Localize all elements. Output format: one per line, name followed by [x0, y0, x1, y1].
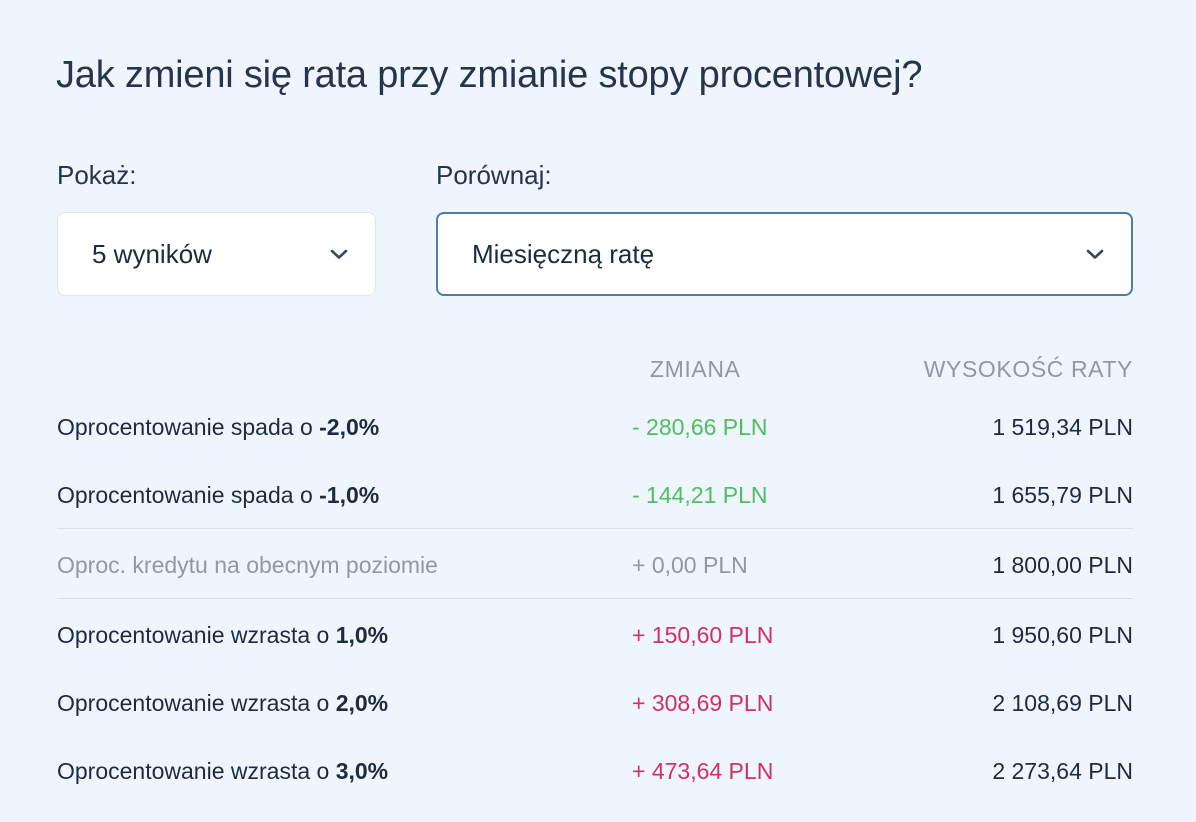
row-rate: 1 800,00 PLN	[992, 552, 1133, 578]
divider	[57, 598, 1133, 599]
table-row-current: Oproc. kredytu na obecnym poziomie + 0,0…	[57, 544, 1133, 584]
row-rate: 1 950,60 PLN	[992, 622, 1133, 648]
table-row: Oprocentowanie spada o -1,0% - 144,21 PL…	[57, 474, 1133, 514]
row-label: Oproc. kredytu na obecnym poziomie	[57, 552, 438, 578]
row-label: Oprocentowanie spada o -1,0%	[57, 482, 380, 508]
results-count-value: 5 wyników	[92, 238, 212, 269]
row-change: + 473,64 PLN	[632, 758, 774, 784]
compare-select[interactable]: Miesięczną ratę	[436, 212, 1133, 296]
row-percent: 2,0%	[335, 690, 389, 716]
row-percent: 3,0%	[335, 758, 389, 784]
row-label: Oprocentowanie wzrasta o 2,0%	[57, 690, 389, 716]
compare-value: Miesięczną ratę	[472, 238, 655, 269]
row-change: + 150,60 PLN	[632, 622, 774, 648]
row-label: Oprocentowanie spada o -2,0%	[57, 414, 380, 440]
row-change: - 144,21 PLN	[632, 482, 768, 508]
row-rate: 1 655,79 PLN	[992, 482, 1133, 508]
results-count-select[interactable]: 5 wyników	[57, 212, 376, 296]
row-change: + 0,00 PLN	[632, 552, 748, 578]
row-change: - 280,66 PLN	[632, 414, 768, 440]
table-row: Oprocentowanie spada o -2,0% - 280,66 PL…	[57, 406, 1133, 446]
chevron-down-icon	[330, 249, 348, 259]
row-rate: 2 108,69 PLN	[992, 690, 1133, 716]
row-percent: 1,0%	[335, 622, 389, 648]
row-rate: 2 273,64 PLN	[992, 758, 1133, 784]
row-change: + 308,69 PLN	[632, 690, 774, 716]
column-header-change: ZMIANA	[650, 356, 741, 382]
column-header-rate: WYSOKOŚĆ RATY	[923, 356, 1133, 382]
page-title: Jak zmieni się rata przy zmianie stopy p…	[56, 54, 923, 96]
chevron-down-icon	[1086, 249, 1104, 259]
divider	[57, 528, 1133, 529]
table-row: Oprocentowanie wzrasta o 3,0% + 473,64 P…	[57, 750, 1133, 790]
row-percent: -2,0%	[319, 414, 380, 440]
table-row: Oprocentowanie wzrasta o 1,0% + 150,60 P…	[57, 614, 1133, 654]
row-rate: 1 519,34 PLN	[992, 414, 1133, 440]
show-label: Pokaż:	[57, 160, 137, 190]
table-row: Oprocentowanie wzrasta o 2,0% + 308,69 P…	[57, 682, 1133, 722]
row-label: Oprocentowanie wzrasta o 1,0%	[57, 622, 389, 648]
row-percent: -1,0%	[319, 482, 380, 508]
row-label: Oprocentowanie wzrasta o 3,0%	[57, 758, 389, 784]
compare-label: Porównaj:	[436, 160, 552, 190]
